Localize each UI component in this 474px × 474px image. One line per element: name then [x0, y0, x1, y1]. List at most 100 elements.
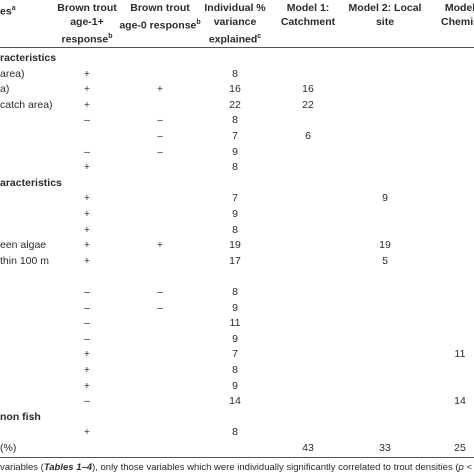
header-line: response — [61, 33, 109, 46]
cell: + — [156, 239, 164, 252]
header-sup: a — [11, 5, 16, 12]
header-sup: b — [196, 19, 201, 26]
cell: 33 — [379, 442, 391, 454]
header-text: Brown trout — [130, 2, 190, 15]
cell: + — [83, 98, 91, 111]
cell: – — [84, 332, 90, 345]
cell: 9 — [232, 301, 238, 314]
section-label: racteristics — [0, 52, 57, 64]
header-line: age-0 response — [119, 19, 197, 32]
cell: + — [83, 67, 91, 80]
cell: – — [84, 145, 90, 158]
header-line: age-1+ — [70, 16, 104, 28]
header-line: Individual % — [204, 2, 266, 14]
cell: + — [83, 223, 91, 236]
header-line: Brown trout — [57, 2, 117, 14]
header-line: Model — [444, 2, 474, 14]
cell: 7 — [232, 130, 238, 142]
cell: + — [83, 239, 91, 252]
header-text: age-1+ — [70, 16, 104, 29]
cell: 17 — [229, 254, 241, 267]
section-label: aracteristics — [0, 176, 62, 189]
header-line: explained — [208, 33, 258, 46]
cell: 16 — [302, 83, 314, 96]
cell: 16 — [229, 83, 241, 96]
footnote-part: variables ( — [0, 462, 44, 473]
cell: 9 — [232, 145, 238, 158]
header-text: age-0 responseb — [119, 16, 200, 33]
header-text: esa — [0, 2, 16, 19]
cell: – — [157, 130, 163, 142]
cell: 22 — [229, 98, 241, 111]
cell: area) — [0, 67, 25, 80]
cell: 8 — [232, 426, 238, 439]
header-line: site — [375, 16, 395, 28]
cell: 11 — [229, 317, 241, 330]
footnote-part: p — [458, 462, 464, 473]
cell: 14 — [229, 395, 241, 408]
cell: 7 — [232, 192, 238, 205]
header-line: Catchment — [280, 16, 336, 28]
header-line: variance — [213, 16, 257, 28]
cell: 9 — [232, 332, 238, 345]
cell: – — [157, 114, 163, 127]
header-text: explainedc — [209, 30, 261, 47]
header-line: Brown trout — [130, 2, 190, 14]
cell: 9 — [382, 192, 388, 205]
cell: + — [83, 83, 91, 96]
header-line: Chemis — [441, 16, 474, 28]
header-text: Individual % — [204, 2, 265, 15]
header-text: Model — [445, 2, 474, 15]
cell: – — [157, 286, 163, 298]
cell: + — [83, 348, 91, 361]
cell: – — [84, 114, 90, 127]
cell: 8 — [232, 67, 238, 80]
footnote: variables (Tables 1–4), only those varia… — [0, 462, 474, 473]
cell: – — [84, 317, 90, 330]
cell: 14 — [454, 395, 466, 408]
cell: 19 — [379, 239, 391, 252]
cell: thin 100 m — [0, 254, 50, 267]
cell: catch area) — [0, 98, 53, 111]
cell: 6 — [305, 130, 311, 142]
cell: 7 — [232, 348, 238, 361]
cell: 43 — [302, 442, 314, 454]
cell: + — [83, 161, 91, 174]
header-text: Brown trout — [57, 2, 117, 15]
cell: 8 — [232, 223, 238, 236]
header-sup: c — [257, 33, 262, 40]
cell: – — [84, 301, 90, 314]
header-line: Model 2: Local — [348, 2, 422, 14]
cell: + — [83, 379, 91, 392]
header-text: site — [376, 16, 394, 29]
cell: + — [83, 426, 91, 439]
cell: 8 — [232, 161, 238, 174]
cell: + — [83, 192, 91, 205]
cell: 11 — [454, 348, 466, 361]
bottom-rule — [0, 457, 474, 458]
header-text: responseb — [62, 30, 113, 47]
cell: – — [157, 301, 163, 314]
cell: 8 — [232, 286, 238, 298]
cell: 9 — [232, 208, 238, 220]
cell: een algae — [0, 239, 47, 252]
cell: 25 — [454, 442, 466, 454]
footnote-part: < 0.05 as first w — [466, 462, 474, 473]
header-line: es — [0, 5, 12, 18]
cell: + — [156, 83, 164, 96]
cell: – — [84, 286, 90, 298]
cell: + — [83, 208, 91, 220]
cell: + — [83, 254, 91, 267]
cell: 8 — [232, 114, 238, 127]
cell: – — [157, 145, 163, 158]
cell: a) — [0, 83, 10, 96]
cell: 9 — [232, 379, 238, 392]
cell: 8 — [232, 364, 238, 376]
header-rule — [0, 47, 474, 48]
cell: – — [84, 395, 90, 408]
header-text: variance — [214, 16, 257, 29]
header-text: Chemis — [441, 16, 474, 29]
cell: 19 — [229, 239, 241, 252]
header-sup: b — [108, 33, 113, 40]
